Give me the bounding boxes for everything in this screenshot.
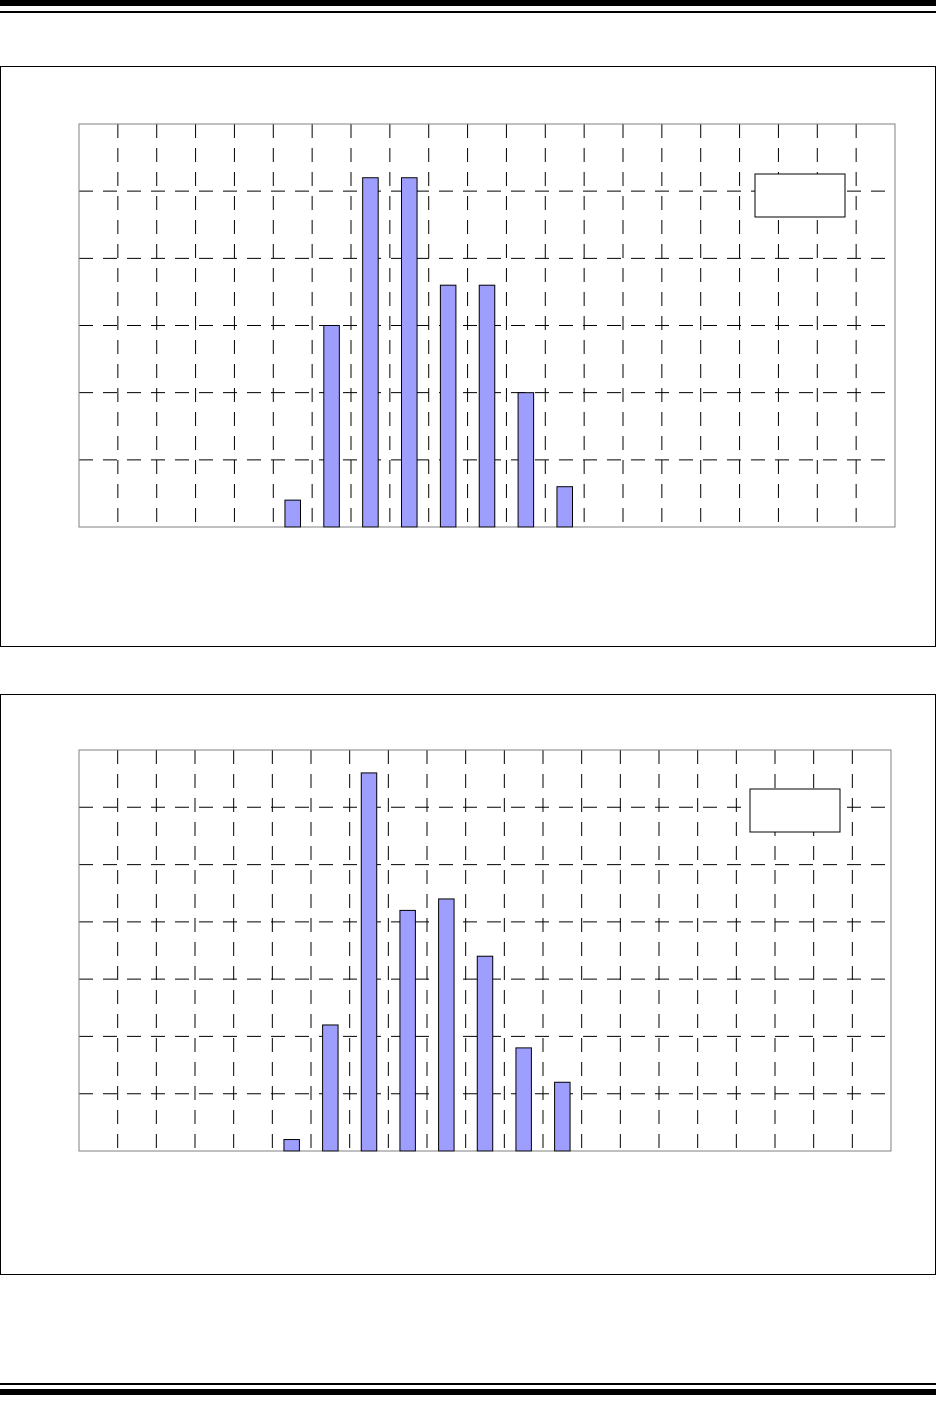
bar: [554, 1081, 571, 1152]
bar: [284, 499, 301, 528]
bar: [515, 1047, 532, 1152]
bar: [323, 325, 340, 528]
bar: [439, 284, 457, 528]
bar: [399, 909, 416, 1152]
bar: [556, 486, 573, 528]
bar: [438, 898, 455, 1152]
bar: [283, 1139, 300, 1152]
bar: [362, 177, 379, 528]
bar: [517, 392, 535, 528]
bar: [478, 284, 496, 528]
bar: [360, 772, 378, 1152]
bar: [322, 1024, 339, 1152]
footer-rule-thick: [0, 1389, 936, 1395]
header-rule-thin: [0, 11, 936, 13]
legend-box: [749, 788, 841, 833]
bar: [401, 177, 418, 528]
header-rule-thick: [0, 0, 936, 6]
legend-box: [754, 173, 846, 218]
footer-rule-thin: [0, 1383, 936, 1385]
bar: [476, 955, 494, 1152]
